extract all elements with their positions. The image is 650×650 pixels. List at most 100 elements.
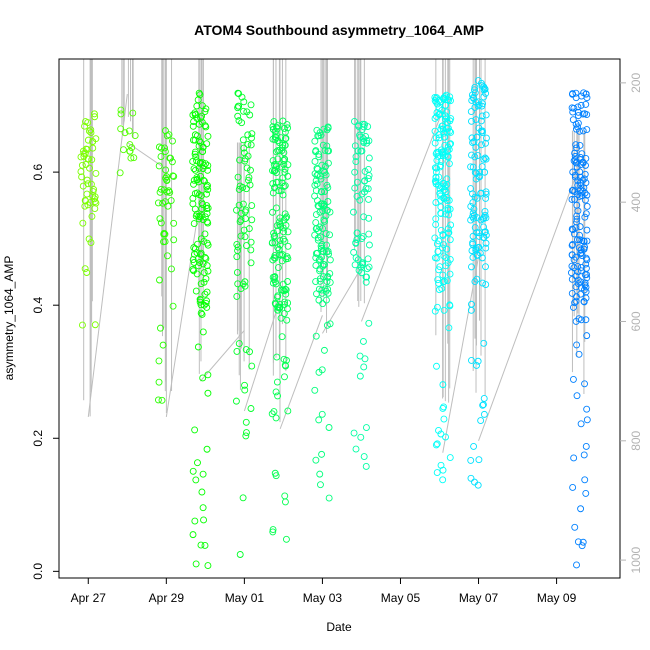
data-point bbox=[242, 418, 250, 426]
data-point bbox=[274, 292, 282, 300]
data-point bbox=[357, 433, 365, 441]
data-point bbox=[90, 110, 98, 118]
data-point bbox=[271, 232, 279, 240]
data-point bbox=[583, 126, 591, 133]
data-point bbox=[320, 248, 327, 256]
data-point bbox=[155, 357, 163, 365]
data-point bbox=[284, 242, 292, 250]
data-point bbox=[312, 187, 320, 195]
data-point bbox=[432, 178, 440, 186]
data-point bbox=[117, 125, 125, 133]
data-point bbox=[154, 396, 162, 404]
data-point bbox=[431, 139, 439, 147]
data-point bbox=[81, 122, 89, 130]
data-point bbox=[577, 189, 585, 197]
data-point bbox=[568, 275, 576, 283]
data-point bbox=[474, 481, 482, 489]
data-point bbox=[471, 278, 479, 286]
data-point bbox=[91, 198, 99, 206]
data-point bbox=[356, 372, 364, 380]
data-point bbox=[581, 380, 588, 388]
data-point bbox=[87, 126, 95, 134]
data-point bbox=[281, 182, 289, 190]
data-point bbox=[441, 112, 449, 120]
data-point bbox=[352, 158, 360, 165]
data-point bbox=[195, 89, 203, 97]
data-points bbox=[77, 77, 591, 570]
data-point bbox=[440, 252, 448, 260]
data-point bbox=[80, 152, 88, 160]
data-point bbox=[243, 185, 250, 193]
data-point bbox=[318, 161, 326, 169]
data-point bbox=[471, 193, 479, 201]
data-point bbox=[236, 218, 244, 226]
data-point bbox=[322, 296, 330, 304]
data-point bbox=[351, 261, 359, 269]
data-point bbox=[440, 415, 448, 423]
data-point bbox=[200, 516, 208, 524]
data-point bbox=[480, 234, 487, 241]
data-point bbox=[350, 429, 358, 437]
data-point bbox=[321, 146, 329, 154]
data-point bbox=[92, 169, 100, 177]
data-point bbox=[80, 147, 87, 155]
data-point bbox=[433, 362, 440, 370]
data-point bbox=[83, 145, 91, 153]
data-point bbox=[81, 202, 89, 210]
data-point bbox=[282, 214, 290, 222]
data-point bbox=[315, 153, 323, 161]
data-point bbox=[233, 268, 241, 276]
data-point bbox=[365, 230, 373, 238]
data-point bbox=[155, 143, 163, 151]
data-point bbox=[480, 410, 488, 418]
data-point bbox=[83, 190, 91, 198]
data-point bbox=[279, 286, 287, 294]
data-point bbox=[283, 316, 291, 324]
data-point bbox=[446, 454, 454, 462]
data-point bbox=[170, 172, 178, 180]
data-point bbox=[268, 410, 276, 418]
data-point bbox=[204, 182, 212, 189]
data-point bbox=[361, 177, 369, 185]
data-point bbox=[364, 255, 372, 263]
data-point bbox=[197, 114, 205, 122]
data-point bbox=[579, 538, 587, 546]
data-point bbox=[319, 262, 327, 270]
data-point bbox=[433, 94, 441, 102]
data-point bbox=[363, 139, 371, 147]
data-point bbox=[482, 190, 490, 198]
data-point bbox=[279, 141, 287, 149]
data-point bbox=[435, 104, 443, 112]
data-point bbox=[131, 132, 139, 139]
data-point bbox=[320, 200, 328, 208]
data-point bbox=[276, 146, 284, 154]
data-point bbox=[117, 106, 125, 114]
right-tick-label: 600 bbox=[629, 311, 643, 331]
data-point bbox=[360, 363, 368, 371]
data-point bbox=[248, 202, 256, 209]
data-point bbox=[312, 278, 320, 286]
data-point bbox=[313, 180, 321, 188]
data-point bbox=[479, 100, 487, 108]
data-point bbox=[583, 256, 591, 264]
data-point bbox=[247, 101, 255, 109]
data-point bbox=[360, 213, 368, 221]
data-point bbox=[583, 405, 591, 413]
data-point bbox=[363, 273, 371, 281]
data-point bbox=[281, 498, 289, 506]
data-point bbox=[248, 130, 256, 138]
data-point bbox=[277, 314, 285, 322]
data-point bbox=[315, 256, 323, 264]
data-point bbox=[204, 562, 212, 570]
data-point bbox=[574, 103, 582, 111]
data-point bbox=[350, 208, 357, 216]
data-point bbox=[432, 180, 440, 188]
data-point bbox=[199, 328, 207, 336]
data-point bbox=[241, 381, 248, 389]
data-point bbox=[467, 163, 475, 171]
data-point bbox=[190, 176, 198, 184]
data-point bbox=[284, 228, 292, 236]
data-point bbox=[352, 445, 360, 453]
data-point bbox=[355, 266, 363, 274]
